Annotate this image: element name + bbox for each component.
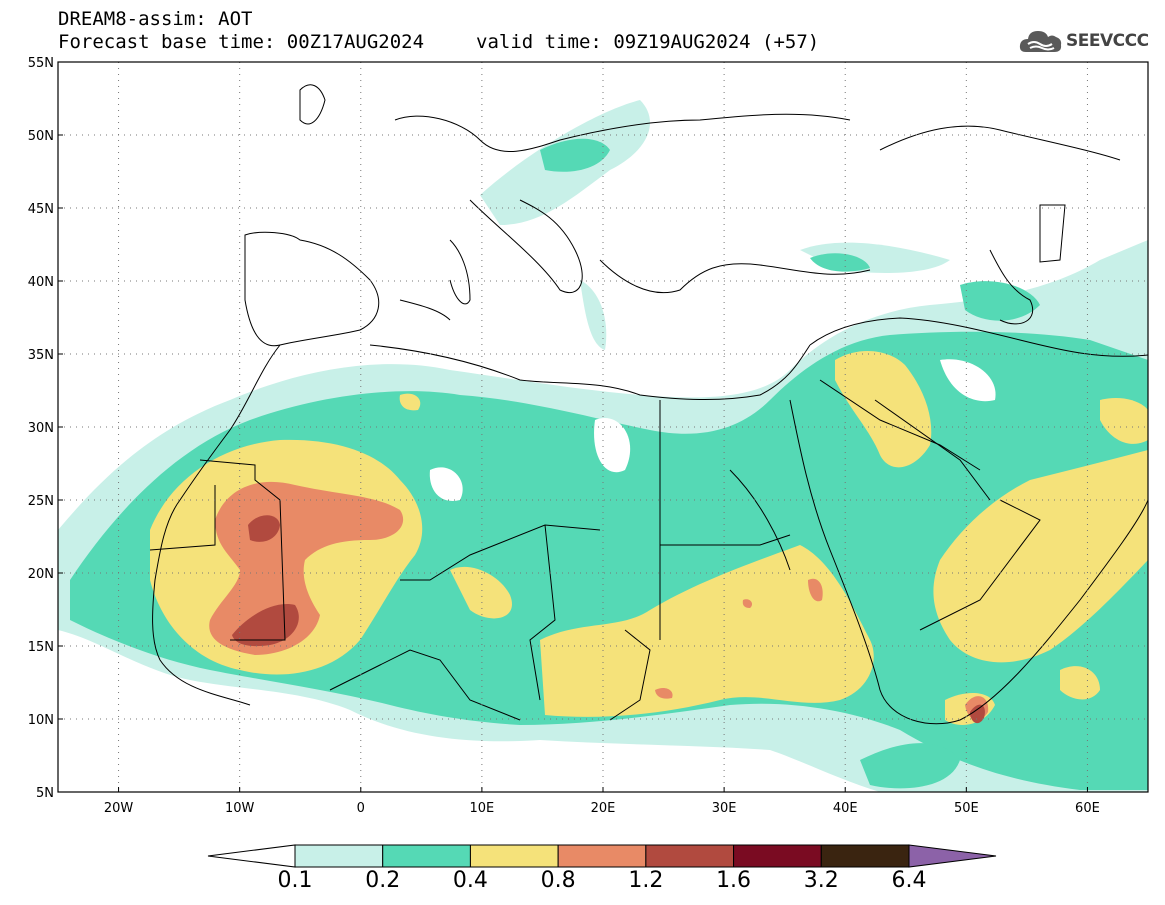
lon-tick-label: 60E bbox=[1075, 801, 1100, 816]
colorbar-swatch bbox=[820, 844, 910, 868]
lon-tick-label: 10E bbox=[470, 801, 495, 816]
lat-tick-label: 15N bbox=[28, 640, 54, 655]
colorbar-swatch bbox=[294, 844, 384, 868]
colorbar-swatch bbox=[645, 844, 735, 868]
colorbar-swatch bbox=[733, 844, 822, 868]
lat-tick-label: 55N bbox=[28, 56, 54, 71]
lat-tick-label: 45N bbox=[28, 202, 54, 217]
colorbar-high-arrow bbox=[908, 844, 997, 868]
colorbar-label: 0.1 bbox=[277, 868, 313, 893]
colorbar-label: 0.4 bbox=[452, 868, 488, 893]
lon-tick-label: 0 bbox=[357, 801, 365, 816]
colorbar-swatch bbox=[382, 844, 471, 868]
seevccc-logo: SEEVCCC bbox=[1018, 24, 1149, 58]
forecast-times: Forecast base time: 00Z17AUG2024 valid ti… bbox=[58, 31, 819, 53]
lat-tick-label: 5N bbox=[36, 786, 54, 801]
lat-tick-label: 35N bbox=[28, 348, 54, 363]
lat-tick-label: 10N bbox=[28, 713, 54, 728]
valid-time: valid time: 09Z19AUG2024 (+57) bbox=[476, 31, 820, 53]
colorbar-label: 6.4 bbox=[891, 868, 927, 893]
cloud-icon bbox=[1019, 31, 1062, 52]
colorbar-label: 0.2 bbox=[365, 868, 401, 893]
colorbar-swatch bbox=[469, 844, 559, 868]
aot-field bbox=[58, 62, 1148, 792]
lon-tick-label: 20W bbox=[104, 801, 134, 816]
lon-tick-label: 10W bbox=[225, 801, 255, 816]
colorbar-swatch bbox=[557, 844, 647, 868]
lat-tick-label: 40N bbox=[28, 275, 54, 290]
longitude-axis: 20W 10W 0 10E 20E 30E 40E 50E 60E bbox=[104, 787, 1100, 816]
base-time: Forecast base time: 00Z17AUG2024 bbox=[58, 31, 425, 53]
lon-tick-label: 30E bbox=[712, 801, 737, 816]
lat-tick-label: 25N bbox=[28, 494, 54, 509]
colorbar-label: 3.2 bbox=[803, 868, 839, 893]
lat-tick-label: 20N bbox=[28, 567, 54, 582]
lat-tick-label: 50N bbox=[28, 129, 54, 144]
colorbar-label: 1.2 bbox=[628, 868, 664, 893]
lon-tick-label: 20E bbox=[591, 801, 616, 816]
aot-band-1-2 bbox=[232, 515, 985, 724]
lon-tick-label: 50E bbox=[954, 801, 979, 816]
lat-tick-label: 30N bbox=[28, 421, 54, 436]
colorbar-label: 0.8 bbox=[540, 868, 576, 893]
logo-text: SEEVCCC bbox=[1066, 31, 1149, 51]
lon-tick-label: 40E bbox=[833, 801, 858, 816]
colorbar-low-arrow bbox=[207, 844, 296, 868]
latitude-axis: 55N 50N 45N 40N 35N 30N 25N 20N 15N 10N 5N bbox=[28, 56, 63, 801]
colorbar-label: 1.6 bbox=[716, 868, 752, 893]
product-title: DREAM8-assim: AOT bbox=[58, 8, 253, 30]
colorbar bbox=[207, 844, 997, 868]
